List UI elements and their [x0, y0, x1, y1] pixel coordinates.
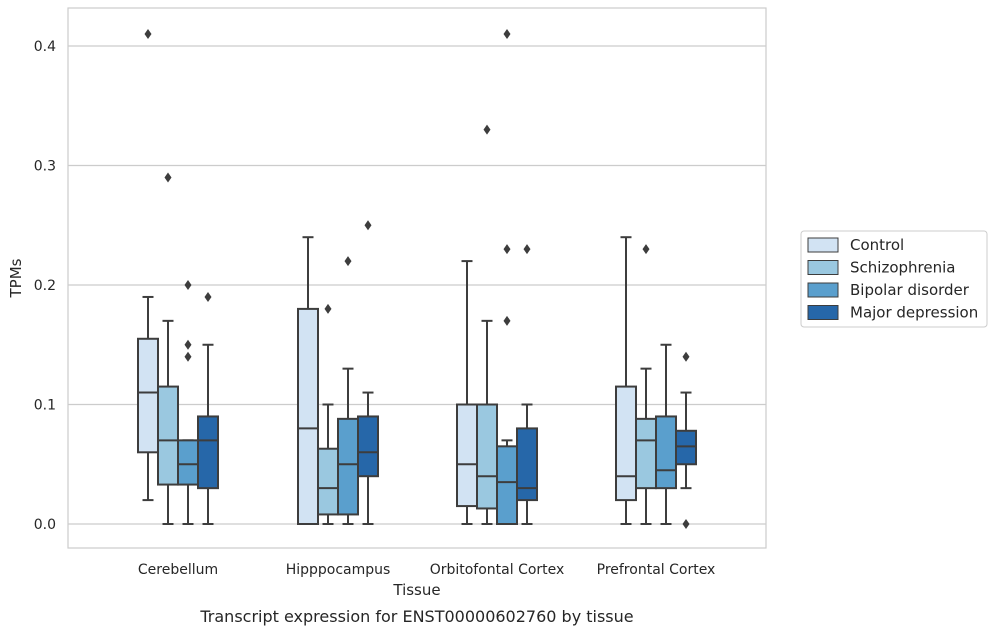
iqr-box	[635, 417, 657, 490]
outlier-point	[682, 351, 690, 362]
outlier-point	[483, 124, 491, 135]
iqr-box	[675, 429, 697, 466]
iqr-box	[177, 439, 199, 486]
x-tick-label: Orbitofontal Cortex	[430, 562, 565, 578]
iqr-box	[297, 307, 319, 525]
box-major-depression	[516, 244, 538, 525]
box-bipolar-disorder	[337, 256, 359, 525]
outlier-point	[144, 29, 152, 40]
iqr-box	[496, 445, 518, 526]
x-tick-label: Cerebellum	[138, 562, 218, 578]
legend-swatch	[807, 305, 839, 320]
iqr-box	[337, 417, 359, 516]
chart-caption: Transcript expression for ENST0000060276…	[199, 607, 633, 626]
legend-swatch	[807, 260, 839, 275]
box-control	[456, 260, 478, 525]
legend-swatch	[807, 237, 839, 253]
y-axis-label: TPMs	[7, 258, 25, 298]
iqr-box	[157, 385, 179, 486]
plot-area-frame	[67, 7, 767, 549]
outlier-point	[164, 172, 172, 183]
y-tick-label: 0.2	[34, 278, 56, 294]
legend: Control Schizophrenia Bipolar disorder Majo…	[800, 230, 988, 328]
box-schizophrenia	[635, 244, 657, 525]
y-tick-label: 0.1	[34, 398, 56, 414]
outlier-point	[642, 244, 650, 255]
box-major-depression	[197, 291, 219, 525]
boxes	[137, 29, 697, 529]
x-axis-ticks: Cerebellum Hipppocampus Orbitofontal Corte…	[138, 562, 715, 578]
iqr-box	[197, 415, 219, 490]
legend-frame	[800, 230, 988, 328]
iqr-box	[317, 447, 339, 516]
outlier-point	[204, 291, 212, 302]
box-schizophrenia	[157, 172, 179, 525]
legend-label: Bipolar disorder	[850, 281, 970, 299]
legend-label: Schizophrenia	[850, 259, 955, 277]
legend-label: Control	[850, 236, 904, 254]
box-control	[297, 236, 319, 525]
outlier-point	[184, 280, 192, 290]
legend-label: Major depression	[850, 304, 978, 322]
outlier-point	[503, 315, 511, 326]
x-tick-label: Hipppocampus	[286, 562, 391, 578]
outlier-point	[503, 29, 511, 40]
box-control	[137, 29, 159, 502]
box-bipolar-disorder	[177, 280, 199, 525]
outlier-point	[523, 244, 531, 255]
x-tick-label: Prefrontal Cortex	[597, 562, 716, 578]
outlier-point	[324, 303, 332, 314]
iqr-box	[137, 337, 159, 454]
y-tick-label: 0.0	[34, 517, 56, 533]
y-axis-ticks: 0.0 0.1 0.2 0.3 0.4	[34, 39, 56, 533]
iqr-box	[615, 385, 637, 502]
legend-swatch	[807, 282, 839, 298]
outlier-point	[503, 244, 511, 255]
box-major-depression	[357, 220, 379, 525]
outlier-point	[344, 256, 352, 267]
y-tick-label: 0.4	[34, 39, 56, 55]
iqr-box	[516, 427, 538, 502]
outlier-point	[682, 519, 690, 529]
outlier-point	[184, 339, 192, 350]
y-tick-label: 0.3	[34, 159, 56, 175]
outlier-point	[364, 220, 372, 231]
iqr-box	[456, 403, 478, 508]
box-major-depression	[675, 351, 697, 529]
outlier-point	[184, 351, 192, 362]
iqr-box	[357, 415, 379, 478]
x-axis-label: Tissue	[392, 581, 440, 599]
iqr-box	[655, 415, 677, 490]
iqr-box	[476, 403, 498, 510]
